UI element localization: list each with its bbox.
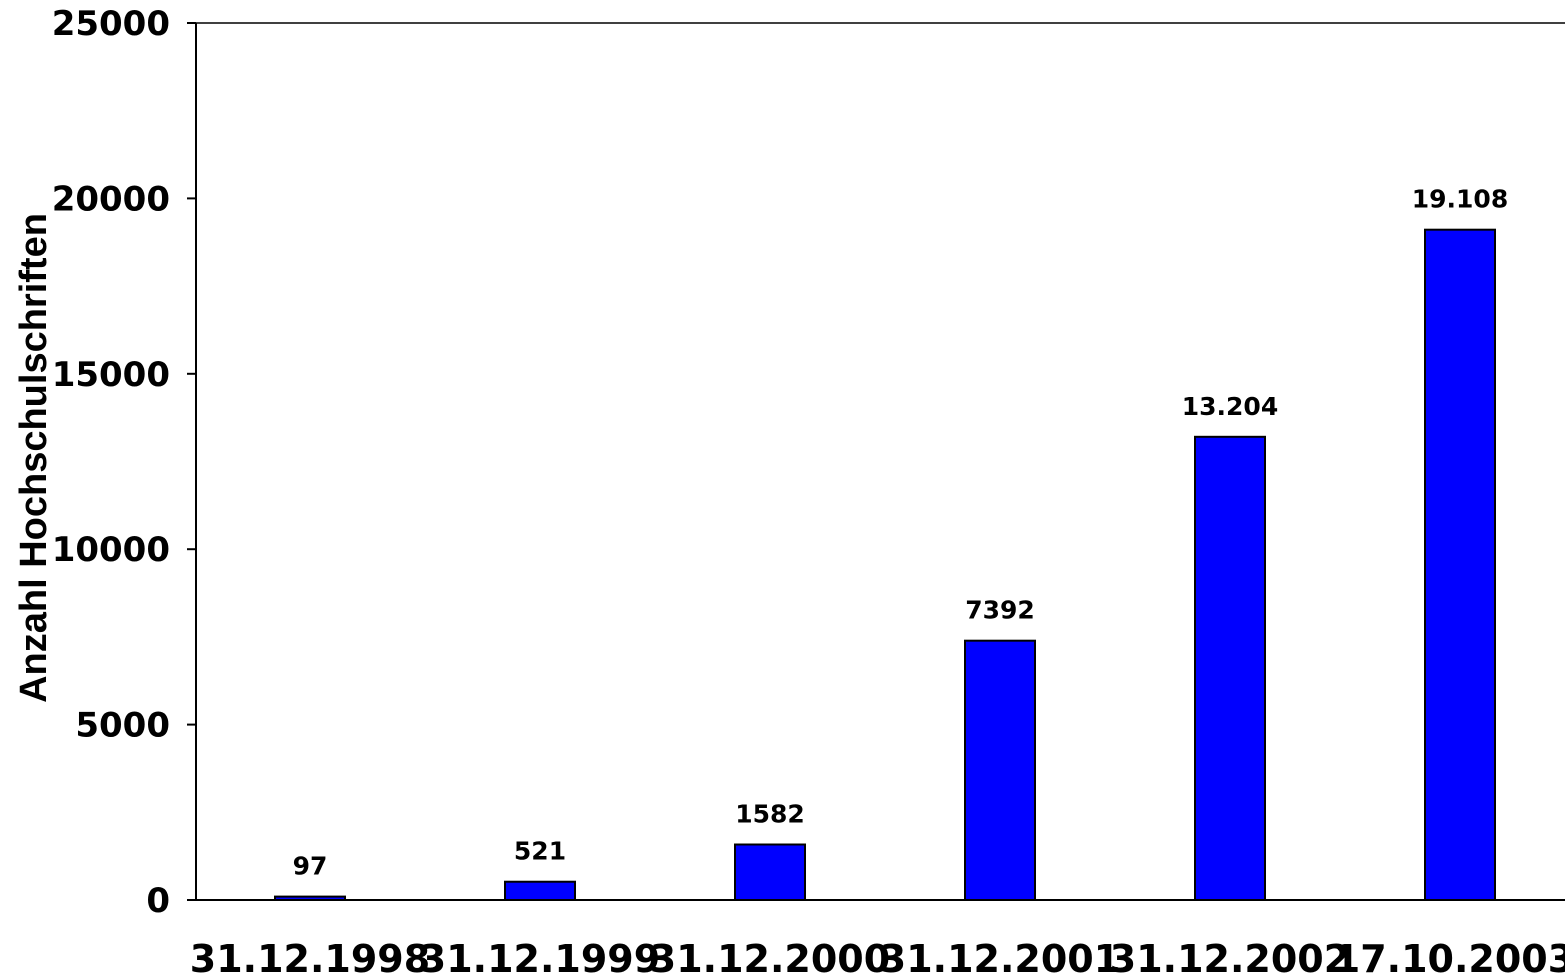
bar-value-label: 13.204 [1182,392,1278,421]
y-axis-title: Anzahl Hochschulschriften [13,213,55,703]
y-axis-ticks: 0 5000 10000 15000 20000 25000 [52,4,196,921]
x-category-label: 31.12.2002 [1110,937,1350,979]
y-tick-label: 20000 [52,179,170,219]
bar [734,843,806,901]
x-category-label: 17.10.2003 [1334,937,1565,979]
x-category-label: 31.12.1999 [420,937,660,979]
x-category-label: 31.12.2000 [650,937,890,979]
bar-value-label: 19.108 [1412,185,1508,214]
bar [504,880,576,902]
bar [1194,435,1266,901]
x-axis-labels: 31.12.199831.12.199931.12.200031.12.2001… [190,937,1565,979]
y-tick-label: 25000 [52,4,170,44]
y-tick-label: 10000 [52,530,170,570]
bar [1424,228,1496,902]
x-category-label: 31.12.1998 [190,937,430,979]
data-labels: 97 521 1582 7392 13.204 19.108 [293,185,1509,881]
bar-value-label: 7392 [965,596,1035,625]
bar-value-label: 521 [514,837,566,866]
bar-value-label: 1582 [735,800,805,829]
bar-value-label: 97 [293,852,328,881]
x-category-label: 31.12.2001 [880,937,1120,979]
bar [964,639,1036,902]
y-tick-label: 5000 [75,706,170,746]
bars [274,228,1496,902]
y-tick-label: 0 [146,881,170,921]
y-tick-label: 15000 [52,355,170,395]
